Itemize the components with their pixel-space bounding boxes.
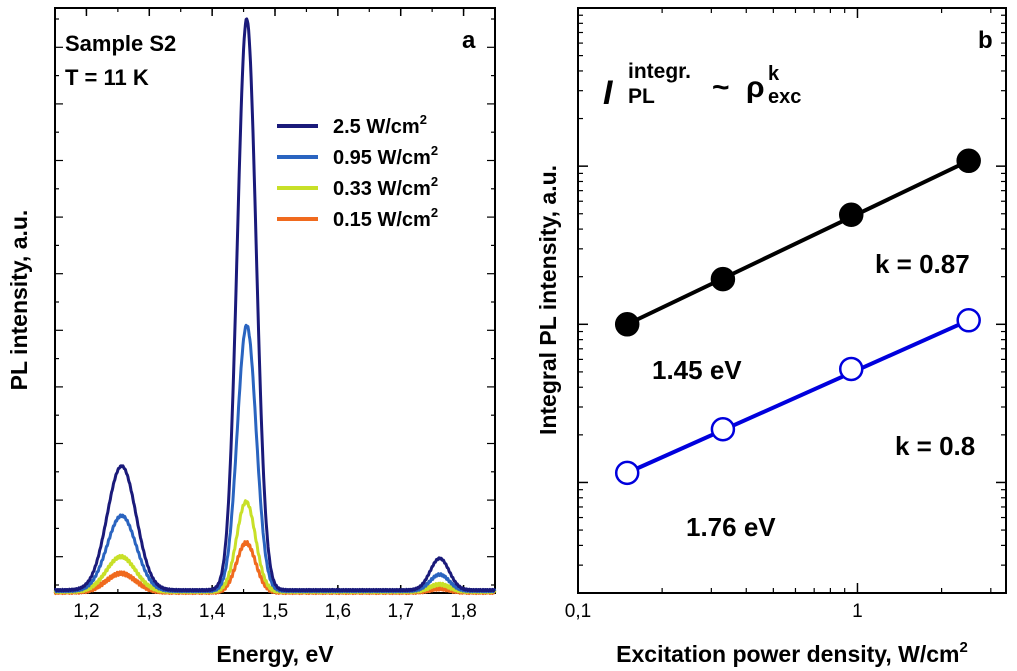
temperature-label: T = 11 K (65, 65, 149, 90)
panel-b-xlabel: Excitation power density, W/cm (616, 641, 959, 667)
data-point (710, 416, 736, 442)
panel-b-letter: b (978, 27, 993, 54)
legend-entry: 2.5 W/cm2 (277, 112, 427, 138)
panel-a-legend: 2.5 W/cm2 0.95 W/cm2 0.33 W/cm2 0.15 W/c… (277, 112, 438, 231)
formula-rho-sup: k (768, 63, 780, 85)
x-tick-label: 1 (852, 601, 863, 622)
data-point (614, 460, 640, 486)
formula-rho: ρ (746, 71, 765, 104)
x-tick-label: 1,6 (325, 601, 351, 622)
legend-entry: 0.33 W/cm2 (277, 174, 438, 200)
panel-b-ticks: 0,1 1 (565, 7, 1006, 622)
panel-a-xlabel: Energy, eV (216, 641, 334, 667)
power-law-formula: I integr. PL ~ ρ k exc (603, 60, 801, 112)
series-k-label: k = 0.87 (875, 249, 970, 279)
x-tick-label: 1,5 (262, 601, 288, 622)
legend-label: 0.95 W/cm (333, 147, 431, 169)
data-point (838, 202, 864, 227)
spectrum-line (53, 17, 496, 593)
series-k-label: k = 0.8 (895, 431, 975, 461)
legend-label: 0.15 W/cm (333, 209, 431, 231)
x-tick-label: 1,3 (136, 601, 162, 622)
panel-a-ticks: 1,2 1,3 1,4 1,5 1,6 1,7 1,8 (54, 8, 496, 622)
svg-text:0.33 W/cm2: 0.33 W/cm2 (333, 174, 438, 200)
legend-label-sup: 2 (431, 174, 438, 189)
legend-label-sup: 2 (431, 143, 438, 158)
x-tick-label: 1,8 (450, 601, 476, 622)
panel-a-letter: a (462, 27, 476, 54)
series-energy-label: 1.76 eV (686, 512, 776, 542)
panel-b: 0,1 1 b I integr. PL ~ ρ k exc 1.45 eV k … (535, 7, 1007, 667)
svg-text:2.5 W/cm2: 2.5 W/cm2 (333, 112, 427, 138)
fit-line (626, 158, 970, 327)
panel-b-fit-lines (626, 158, 970, 475)
panel-a-curves (53, 17, 497, 596)
x-tick-label: 1,2 (73, 601, 99, 622)
x-tick-label: 0,1 (565, 601, 591, 622)
legend-entry: 0.95 W/cm2 (277, 143, 438, 169)
panel-b-xlabel-sup: 2 (960, 639, 968, 656)
x-tick-label: 1,4 (199, 601, 226, 622)
formula-sub: PL (628, 85, 655, 108)
x-tick-label: 1,7 (388, 601, 414, 622)
legend-label-sup: 2 (420, 112, 427, 127)
sample-label: Sample S2 (65, 31, 176, 56)
data-point (956, 308, 981, 333)
svg-text:Excitation power density, W/cm: Excitation power density, W/cm2 (616, 639, 968, 667)
series-energy-label: 1.45 eV (652, 355, 742, 385)
svg-text:0.15 W/cm2: 0.15 W/cm2 (333, 205, 438, 231)
legend-entry: 0.15 W/cm2 (277, 205, 438, 231)
data-point (838, 356, 864, 382)
panel-b-ylabel: Integral PL intensity, a.u. (535, 165, 561, 435)
panel-a-ylabel: PL intensity, a.u. (6, 210, 32, 391)
data-point (614, 312, 640, 337)
legend-label-sup: 2 (431, 205, 438, 220)
svg-text:0.95 W/cm2: 0.95 W/cm2 (333, 143, 438, 169)
panel-b-frame (577, 7, 1007, 594)
panel-a-frame (54, 7, 496, 594)
legend-label: 0.33 W/cm (333, 178, 431, 200)
spectrum-line (54, 323, 497, 594)
formula-sup: integr. (628, 60, 691, 83)
formula-rho-sub: exc (768, 86, 801, 108)
formula-base: I (603, 74, 614, 112)
data-point (710, 266, 736, 292)
panel-a: 1,2 1,3 1,4 1,5 1,6 1,7 1,8 Sample S2 T = 11 K… (6, 7, 497, 667)
data-point (956, 148, 981, 174)
panel-b-points (614, 148, 981, 486)
fit-line (626, 318, 970, 475)
legend-label: 2.5 W/cm (333, 116, 420, 138)
formula-tilde: ~ (712, 71, 730, 104)
